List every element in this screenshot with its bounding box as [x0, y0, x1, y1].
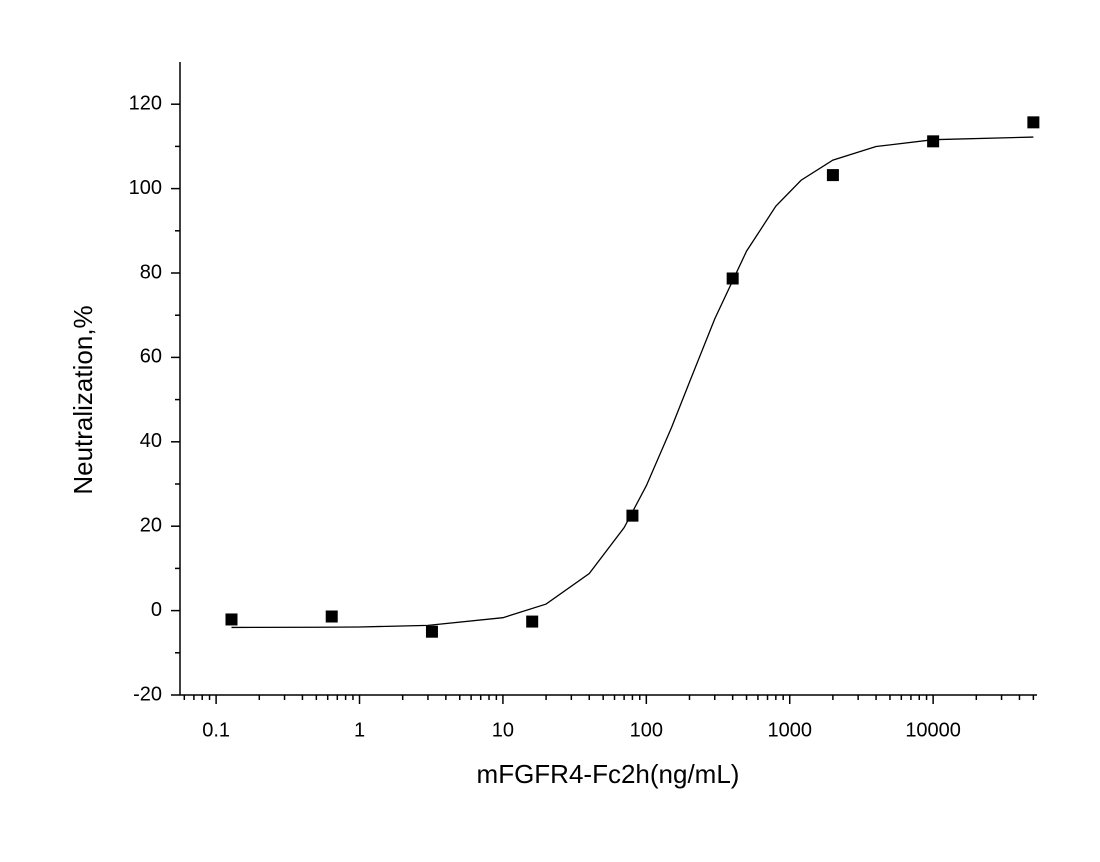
x-tick-label: 10000	[905, 719, 961, 741]
y-tick-label: 120	[129, 92, 162, 114]
y-tick-label: 100	[129, 177, 162, 199]
y-tick-label: 0	[151, 599, 162, 621]
data-point	[425, 625, 438, 638]
data-point	[626, 509, 639, 522]
data-point	[726, 272, 739, 285]
fit-curve	[231, 136, 1034, 629]
y-tick-label: 40	[140, 430, 162, 452]
y-tick-label: 20	[140, 514, 162, 536]
x-tick-label: 100	[630, 719, 663, 741]
data-point	[927, 135, 940, 148]
data-point	[526, 615, 539, 628]
data-point	[826, 169, 839, 182]
y-tick-label: 80	[140, 261, 162, 283]
x-tick-label: 0.1	[202, 719, 230, 741]
x-axis-label: mFGFR4-Fc2h(ng/mL)	[477, 759, 740, 789]
x-tick-label: 1	[354, 719, 365, 741]
y-tick-label: 60	[140, 346, 162, 368]
x-tick-label: 10	[492, 719, 514, 741]
y-tick-label: -20	[133, 683, 162, 705]
data-point	[225, 613, 238, 626]
y-axis-label: Neutralization,%	[68, 305, 98, 494]
data-point	[1027, 116, 1040, 129]
x-tick-label: 1000	[767, 719, 812, 741]
data-point	[325, 610, 338, 623]
